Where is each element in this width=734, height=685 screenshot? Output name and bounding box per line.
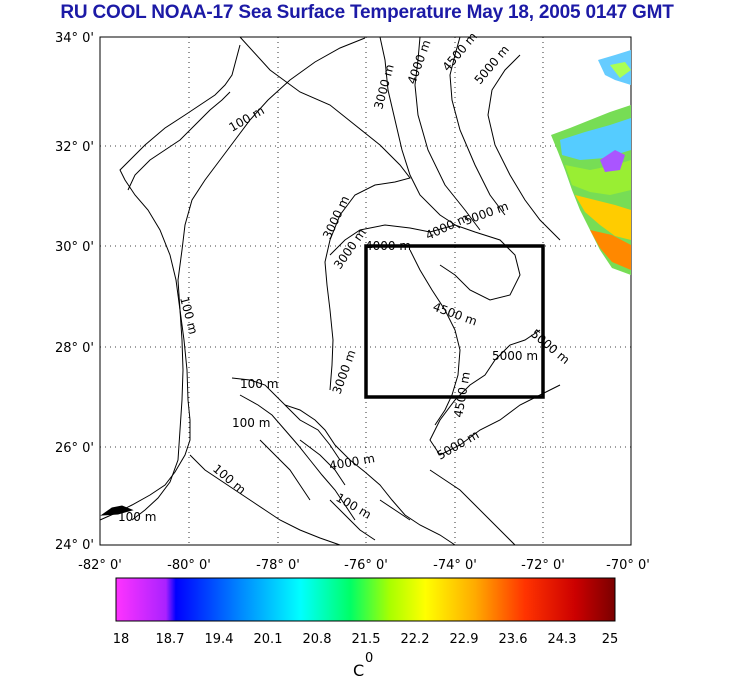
contour-4500m-central [409,249,461,426]
contour-4500m [449,36,506,216]
colorbar-tick-label: 20.1 [254,632,283,647]
bahamas-islands [259,404,411,541]
florida-coastline-detail [127,91,231,191]
colorbar-tick-label: 21.5 [352,632,381,647]
study-area-box [364,244,545,399]
contour-label: 100 m [240,377,278,391]
colorbar-tick-label: 18.7 [156,632,185,647]
lat-tick-label: 32° 0' [55,140,94,155]
colorbar-tick-labels: 18 18.7 19.4 20.1 20.8 21.5 22.2 22.9 23… [113,632,619,647]
lon-tick-label: -82° 0' [78,558,122,573]
colorbar-tick-label: 24.3 [548,632,577,647]
lon-tick-label: -76° 0' [344,558,388,573]
lon-tick-labels: -82° 0' -80° 0' -78° 0' -76° 0' -74° 0' … [78,558,650,573]
colorbar-unit-label: C [353,661,364,680]
colorbar-tick-label: 22.9 [450,632,479,647]
colorbar-tick-label: 19.4 [205,632,234,647]
contour-label: 4000 m [365,239,411,253]
lon-tick-label: -74° 0' [433,558,477,573]
lat-tick-label: 26° 0' [55,441,94,456]
lon-tick-label: -72° 0' [521,558,565,573]
lat-tick-label: 34° 0' [55,31,94,46]
contour-5000m-south [429,469,516,546]
contour-100m-west [131,37,366,521]
contour-label: 100 m [118,510,156,524]
contour-3000m [379,36,461,229]
lon-tick-label: -80° 0' [167,558,211,573]
sst-data-patch [551,50,631,275]
contour-4000m [414,36,481,231]
contour-label: 5000 m [492,349,538,363]
lat-tick-labels: 34° 0' 32° 0' 30° 0' 28° 0' 26° 0' 24° 0… [55,31,94,553]
bahamas-contour-south [189,454,341,546]
colorbar-unit-superscript: 0 [365,651,373,666]
florida-keys [100,505,134,516]
colorbar-tick-label: 22.2 [401,632,430,647]
lat-tick-label: 24° 0' [55,538,94,553]
colorbar-tick-label: 25 [602,632,619,647]
colorbar-unit: C 0 [353,651,373,680]
colorbar-tick-label: 18 [113,632,130,647]
lon-tick-label: -70° 0' [606,558,650,573]
contour-blake-escarpment [329,224,521,301]
lat-tick-label: 30° 0' [55,240,94,255]
lat-tick-label: 28° 0' [55,341,94,356]
bahamas-banks-inner [239,394,356,521]
east-coast-shelf-contour [239,36,411,391]
map-title: RU COOL NOAA-17 Sea Surface Temperature … [60,2,674,23]
contour-5000m-north [487,54,561,241]
contour-label: 100 m [232,416,270,430]
colorbar-tick-label: 23.6 [499,632,528,647]
colorbar-tick-label: 20.8 [303,632,332,647]
colorbar [115,577,616,622]
contour-5000m-east [429,329,561,456]
bahamas-banks [231,377,456,546]
lon-tick-label: -78° 0' [256,558,300,573]
